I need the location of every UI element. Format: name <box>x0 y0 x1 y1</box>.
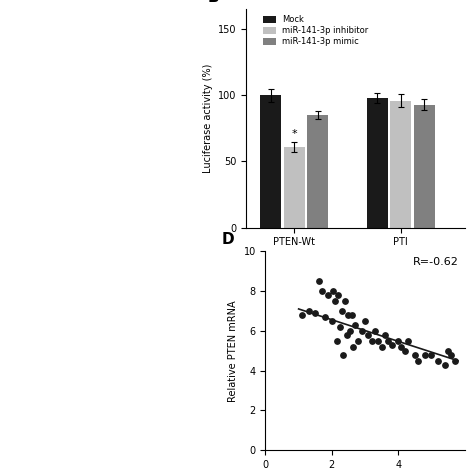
Point <box>411 351 419 358</box>
Point <box>346 327 354 335</box>
Bar <box>260 95 282 228</box>
Point <box>329 287 337 295</box>
Bar <box>307 115 328 228</box>
Point <box>358 327 365 335</box>
Point <box>355 337 362 345</box>
Point <box>361 317 369 325</box>
Point <box>343 331 350 338</box>
Y-axis label: Luciferase activity (%): Luciferase activity (%) <box>203 64 213 173</box>
Point <box>333 337 340 345</box>
Point <box>368 337 375 345</box>
Point <box>371 327 379 335</box>
Bar <box>390 100 411 228</box>
Point <box>434 357 442 365</box>
Text: *: * <box>292 129 297 139</box>
Text: B: B <box>207 0 219 5</box>
Point <box>298 311 306 319</box>
Point <box>394 337 402 345</box>
Point <box>345 311 352 319</box>
Point <box>404 337 412 345</box>
Point <box>331 297 339 305</box>
Point <box>398 343 405 351</box>
Point <box>321 313 329 321</box>
Point <box>378 343 385 351</box>
Point <box>328 317 336 325</box>
Point <box>341 297 349 305</box>
Point <box>441 361 448 368</box>
Point <box>311 309 319 317</box>
Point <box>388 341 395 348</box>
Point <box>365 331 372 338</box>
Point <box>444 347 452 355</box>
Point <box>315 277 322 285</box>
Text: D: D <box>222 232 234 247</box>
Point <box>335 291 342 299</box>
Point <box>318 287 326 295</box>
Point <box>374 337 382 345</box>
Point <box>381 331 389 338</box>
Point <box>414 357 422 365</box>
Point <box>384 337 392 345</box>
Y-axis label: Relative PTEN mRNA: Relative PTEN mRNA <box>228 300 238 401</box>
Point <box>338 307 346 315</box>
Point <box>336 323 344 331</box>
Point <box>339 351 347 358</box>
Point <box>447 351 455 358</box>
Point <box>348 311 356 319</box>
Point <box>421 351 428 358</box>
Legend: Mock, miR-141-3p inhibitor, miR-141-3p mimic: Mock, miR-141-3p inhibitor, miR-141-3p m… <box>262 14 370 48</box>
Point <box>428 351 435 358</box>
Point <box>325 291 332 299</box>
Point <box>451 357 458 365</box>
Bar <box>284 147 305 228</box>
Point <box>305 307 312 315</box>
Point <box>351 321 359 328</box>
Bar <box>367 98 388 228</box>
Point <box>349 343 357 351</box>
Point <box>401 347 409 355</box>
Text: R=-0.62: R=-0.62 <box>413 257 458 267</box>
Bar <box>414 105 435 228</box>
